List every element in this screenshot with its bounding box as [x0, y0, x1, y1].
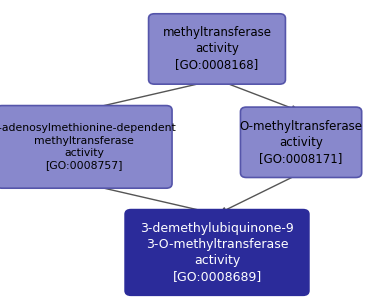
- FancyBboxPatch shape: [125, 210, 309, 295]
- Text: 3-demethylubiquinone-9
3-O-methyltransferase
activity
[GO:0008689]: 3-demethylubiquinone-9 3-O-methyltransfe…: [140, 222, 294, 283]
- Text: S-adenosylmethionine-dependent
methyltransferase
activity
[GO:0008757]: S-adenosylmethionine-dependent methyltra…: [0, 123, 176, 170]
- FancyBboxPatch shape: [0, 106, 172, 188]
- Text: methyltransferase
activity
[GO:0008168]: methyltransferase activity [GO:0008168]: [163, 26, 271, 72]
- Text: O-methyltransferase
activity
[GO:0008171]: O-methyltransferase activity [GO:0008171…: [240, 120, 362, 165]
- FancyBboxPatch shape: [149, 14, 285, 84]
- FancyBboxPatch shape: [240, 107, 362, 177]
